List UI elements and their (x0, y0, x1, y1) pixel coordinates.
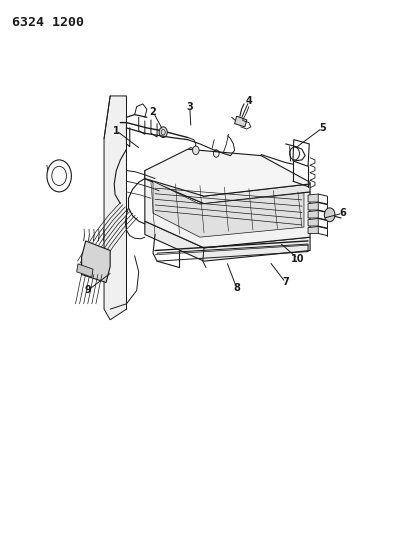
Polygon shape (308, 227, 318, 233)
Circle shape (159, 127, 167, 138)
Polygon shape (145, 171, 310, 204)
Circle shape (188, 148, 194, 156)
Polygon shape (82, 241, 110, 282)
Polygon shape (145, 221, 310, 261)
Polygon shape (308, 203, 318, 210)
Polygon shape (145, 179, 310, 248)
Circle shape (193, 146, 199, 155)
Polygon shape (145, 149, 310, 196)
Text: 7: 7 (282, 278, 289, 287)
Circle shape (324, 208, 335, 222)
Polygon shape (77, 264, 93, 277)
Polygon shape (104, 96, 126, 320)
Polygon shape (308, 219, 318, 226)
Text: 6324 1200: 6324 1200 (12, 16, 84, 29)
Text: 9: 9 (84, 286, 91, 295)
Polygon shape (153, 181, 304, 237)
Polygon shape (308, 194, 318, 202)
Text: 3: 3 (186, 102, 193, 111)
Text: 1: 1 (113, 126, 120, 135)
Text: 2: 2 (150, 107, 156, 117)
Polygon shape (308, 211, 318, 218)
Text: 10: 10 (291, 254, 305, 263)
Text: 8: 8 (233, 283, 240, 293)
Text: 5: 5 (319, 123, 326, 133)
Text: 4: 4 (246, 96, 252, 106)
Text: 6: 6 (339, 208, 346, 218)
Polygon shape (235, 116, 247, 127)
